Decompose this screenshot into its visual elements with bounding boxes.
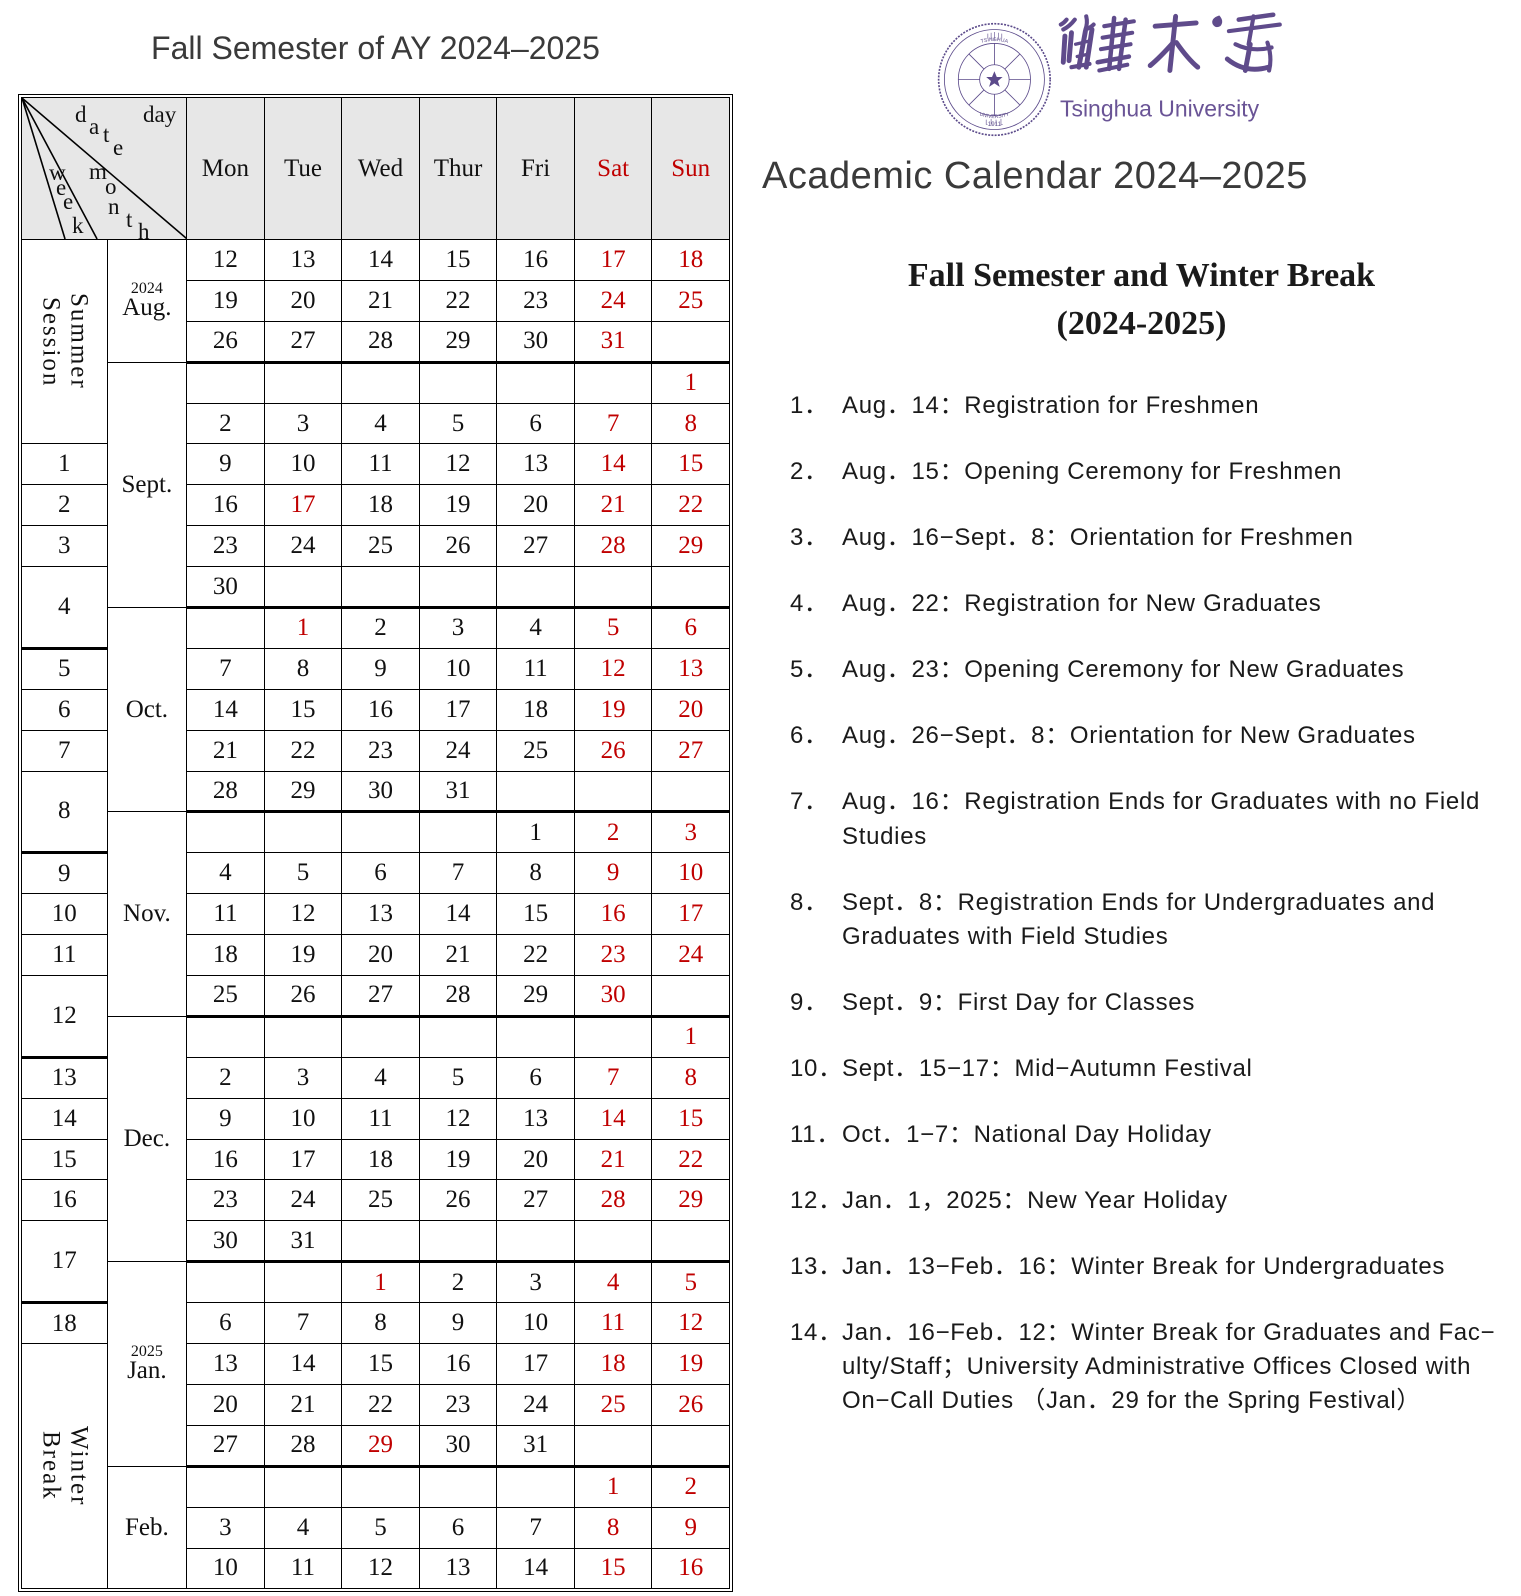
svg-text:-1911-: -1911-: [986, 121, 1003, 128]
